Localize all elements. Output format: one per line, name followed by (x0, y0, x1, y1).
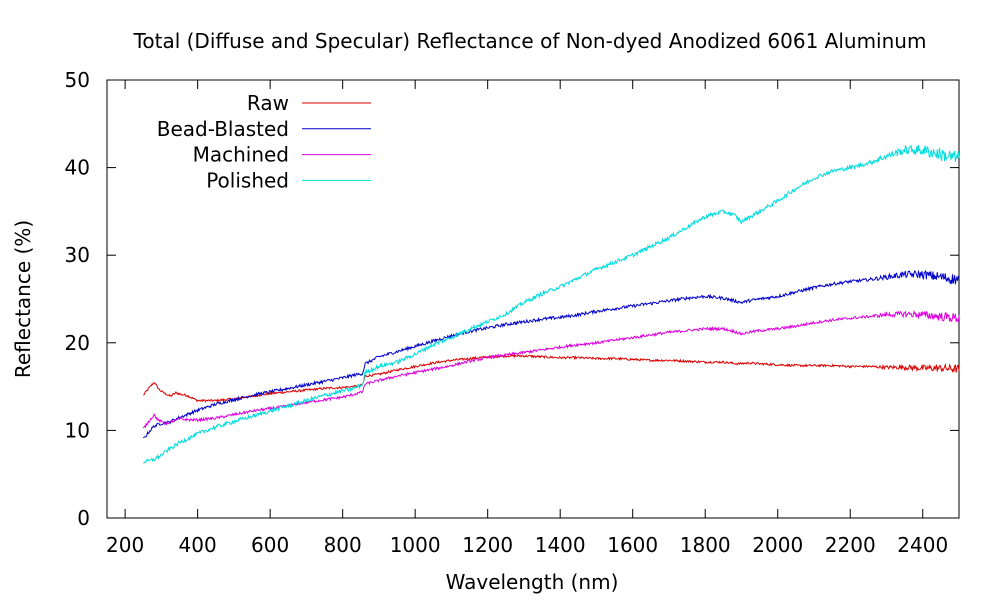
x-tick-label: 200 (106, 533, 144, 557)
x-tick-label: 1600 (607, 533, 658, 557)
x-tick-label: 2200 (825, 533, 876, 557)
x-tick-label: 2400 (897, 533, 948, 557)
legend-label: Polished (206, 168, 289, 192)
y-axis-title: Reflectance (%) (11, 220, 35, 378)
series-line-raw (143, 353, 960, 403)
x-tick-label: 800 (324, 533, 362, 557)
plot-frame (106, 79, 960, 519)
series-line-machined (142, 309, 960, 429)
y-tick-label: 20 (65, 331, 90, 355)
x-tick-label: 1200 (462, 533, 513, 557)
series-line-bead-blasted (142, 269, 960, 439)
x-axis: 200 400 600 800 1000 1200 1400 1600 1800 2000 2200… (106, 80, 948, 557)
series-layer (142, 144, 960, 464)
y-tick-label: 0 (77, 506, 90, 530)
x-tick-label: 1000 (390, 533, 441, 557)
y-tick-label: 10 (65, 418, 90, 442)
x-tick-label: 1400 (535, 533, 586, 557)
legend-label: Raw (247, 91, 289, 115)
legend-label: Machined (193, 143, 289, 167)
x-tick-label: 1800 (680, 533, 731, 557)
y-tick-label: 30 (65, 243, 90, 267)
x-tick-label: 2000 (752, 533, 803, 557)
chart-title: Total (Diffuse and Specular) Reflectance… (133, 29, 927, 53)
x-tick-label: 400 (179, 533, 217, 557)
x-tick-label: 600 (251, 533, 289, 557)
legend-label: Bead-Blasted (157, 117, 289, 141)
y-tick-label: 40 (65, 156, 90, 180)
y-axis: 0 10 20 30 40 50 (65, 68, 959, 530)
series-line-polished (143, 144, 960, 464)
x-axis-title: Wavelength (nm) (446, 570, 619, 594)
y-tick-label: 50 (65, 68, 90, 92)
